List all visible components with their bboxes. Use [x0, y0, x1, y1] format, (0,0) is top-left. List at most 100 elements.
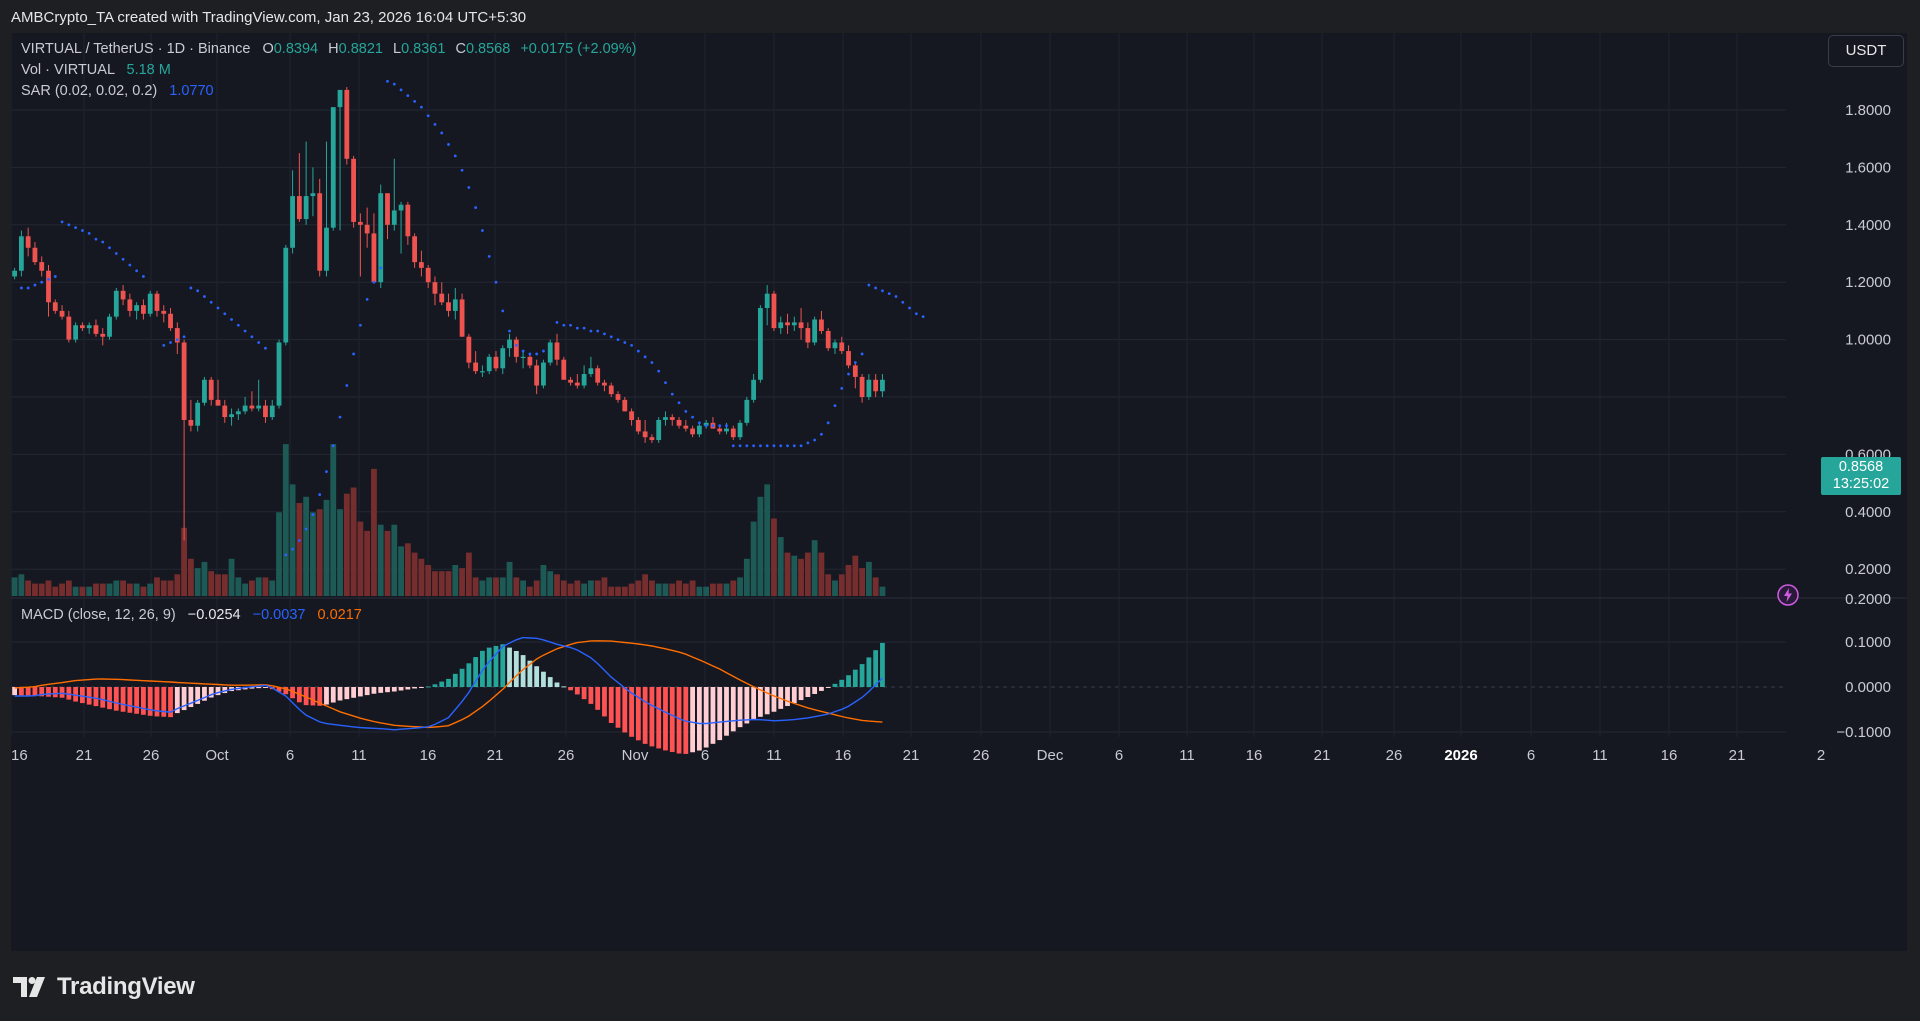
volume-bar	[303, 496, 310, 596]
tradingview-logo[interactable]: TradingView	[13, 973, 195, 1001]
volume-bar	[689, 580, 696, 596]
sar-dot	[792, 444, 796, 448]
volume-bar	[296, 503, 303, 596]
macd-hist-bar	[168, 687, 173, 718]
candle-body	[764, 293, 770, 309]
macd-hist-bar	[107, 687, 112, 710]
macd-hist-bar	[744, 687, 750, 724]
sar-value: 1.0770	[169, 83, 214, 99]
candle-body	[378, 193, 384, 283]
sar-dot	[847, 372, 850, 376]
volume-bar	[59, 583, 65, 596]
candle-body	[18, 236, 24, 271]
candle-body	[825, 330, 831, 349]
volume-bar	[438, 571, 445, 596]
time-tick-label: 21	[487, 747, 504, 764]
price-axis[interactable]: 1.80001.60001.40001.20001.00000.60000.40…	[1845, 102, 1891, 578]
sar-dot	[542, 349, 545, 353]
volume-bar	[52, 586, 59, 596]
candle-body	[819, 319, 824, 331]
macd-hist-bar	[480, 650, 485, 687]
symbol-name[interactable]: VIRTUAL / TetherUS · 1D · Binance	[21, 41, 251, 57]
sar-dot	[684, 409, 688, 413]
macd-hist-bar	[276, 687, 282, 692]
volume-bar	[791, 555, 798, 596]
macd-axis[interactable]: 0.2000 0.1000 0.0000 −0.1000	[1836, 591, 1891, 741]
candle-body	[439, 293, 445, 303]
macd-hist-bar	[391, 687, 397, 692]
time-axis[interactable]: 16 21 26 Oct 6 11 16 21 26 Nov 6 11 16 21 26 Dec 6 11 16 21…	[11, 747, 1825, 764]
sar-dot	[47, 277, 50, 281]
low-value: 0.8361	[401, 41, 446, 57]
macd-hist-bar	[513, 651, 519, 687]
macd-lines	[14, 636, 883, 731]
candle-body	[676, 419, 682, 426]
macd-hist-bar	[378, 687, 384, 693]
sar-legend[interactable]: SAR (0.02, 0.02, 0.2) 1.0770	[21, 83, 214, 99]
sar-dot	[311, 513, 315, 517]
sar-dots	[19, 79, 925, 557]
volume-bar	[716, 583, 723, 596]
macd-hist-bar	[676, 687, 682, 754]
candle-body	[696, 425, 702, 435]
sar-dot	[358, 323, 362, 327]
macd-top-tick-label: 0.2000	[1845, 591, 1891, 608]
volume-legend[interactable]: Vol · VIRTUAL 5.18 M	[21, 62, 171, 78]
candle-body	[269, 405, 275, 418]
currency-button[interactable]: USDT	[1828, 35, 1904, 67]
sar-dot	[318, 493, 322, 496]
candle-body	[364, 224, 370, 234]
macd-hist-bar	[724, 687, 729, 736]
macd-hist-bar	[127, 687, 133, 713]
sar-dot	[379, 266, 383, 270]
sar-dot	[433, 122, 437, 126]
volume-bar	[655, 583, 662, 596]
candle-body	[419, 262, 424, 268]
sar-dot	[616, 338, 620, 341]
macd-line-value: −0.0037	[252, 607, 306, 623]
candle-body	[141, 305, 146, 314]
candle-body	[717, 428, 723, 432]
macd-legend[interactable]: MACD (close, 12, 26, 9) −0.0254 −0.0037 …	[21, 607, 362, 623]
sar-dot	[881, 289, 884, 293]
sar-dot	[609, 335, 613, 339]
candle-body	[351, 158, 356, 222]
volume-bar	[221, 574, 228, 596]
sar-dot	[596, 329, 600, 333]
sar-dot	[528, 352, 532, 356]
sar-dot	[230, 318, 233, 321]
macd-hist-bar	[791, 687, 797, 704]
volume-bar	[764, 484, 771, 596]
time-tick-label: 21	[76, 747, 93, 764]
volume-bar	[425, 565, 432, 596]
sar-dot	[250, 335, 254, 339]
volume-bar	[547, 571, 554, 596]
macd-hist-bar	[737, 687, 743, 728]
volume-bar	[316, 509, 323, 596]
volume-bar	[167, 580, 174, 596]
lightning-icon[interactable]	[1776, 583, 1800, 607]
sar-dot	[365, 298, 369, 301]
sar-dot	[521, 349, 525, 353]
candle-body	[100, 333, 106, 337]
sar-dot	[853, 361, 857, 364]
candle-body	[181, 342, 187, 420]
candle-body	[812, 319, 818, 343]
sar-dot	[74, 226, 78, 230]
volume-bar	[45, 580, 52, 596]
sar-dot	[711, 424, 715, 428]
candle-body	[486, 356, 492, 372]
footer: TradingView	[0, 951, 1920, 1021]
volume-bar	[710, 583, 716, 596]
volume-bar	[113, 580, 120, 596]
candle-body	[588, 368, 594, 375]
candle-body	[520, 356, 526, 359]
chart-panel[interactable]: 1.8000 1.6000 1.4000 1.2000 1.0000 0.6000 0.40…	[11, 33, 1907, 951]
volume-bar	[282, 444, 289, 596]
time-tick-label: 11	[1592, 747, 1608, 764]
price-tick-label: 1.2000	[1845, 274, 1891, 291]
sar-dot	[887, 292, 891, 296]
chart-canvas[interactable]: 1.80001.60001.40001.20001.00000.60000.40…	[11, 33, 1907, 951]
volume-bar	[465, 552, 472, 596]
candle-body	[113, 290, 119, 317]
